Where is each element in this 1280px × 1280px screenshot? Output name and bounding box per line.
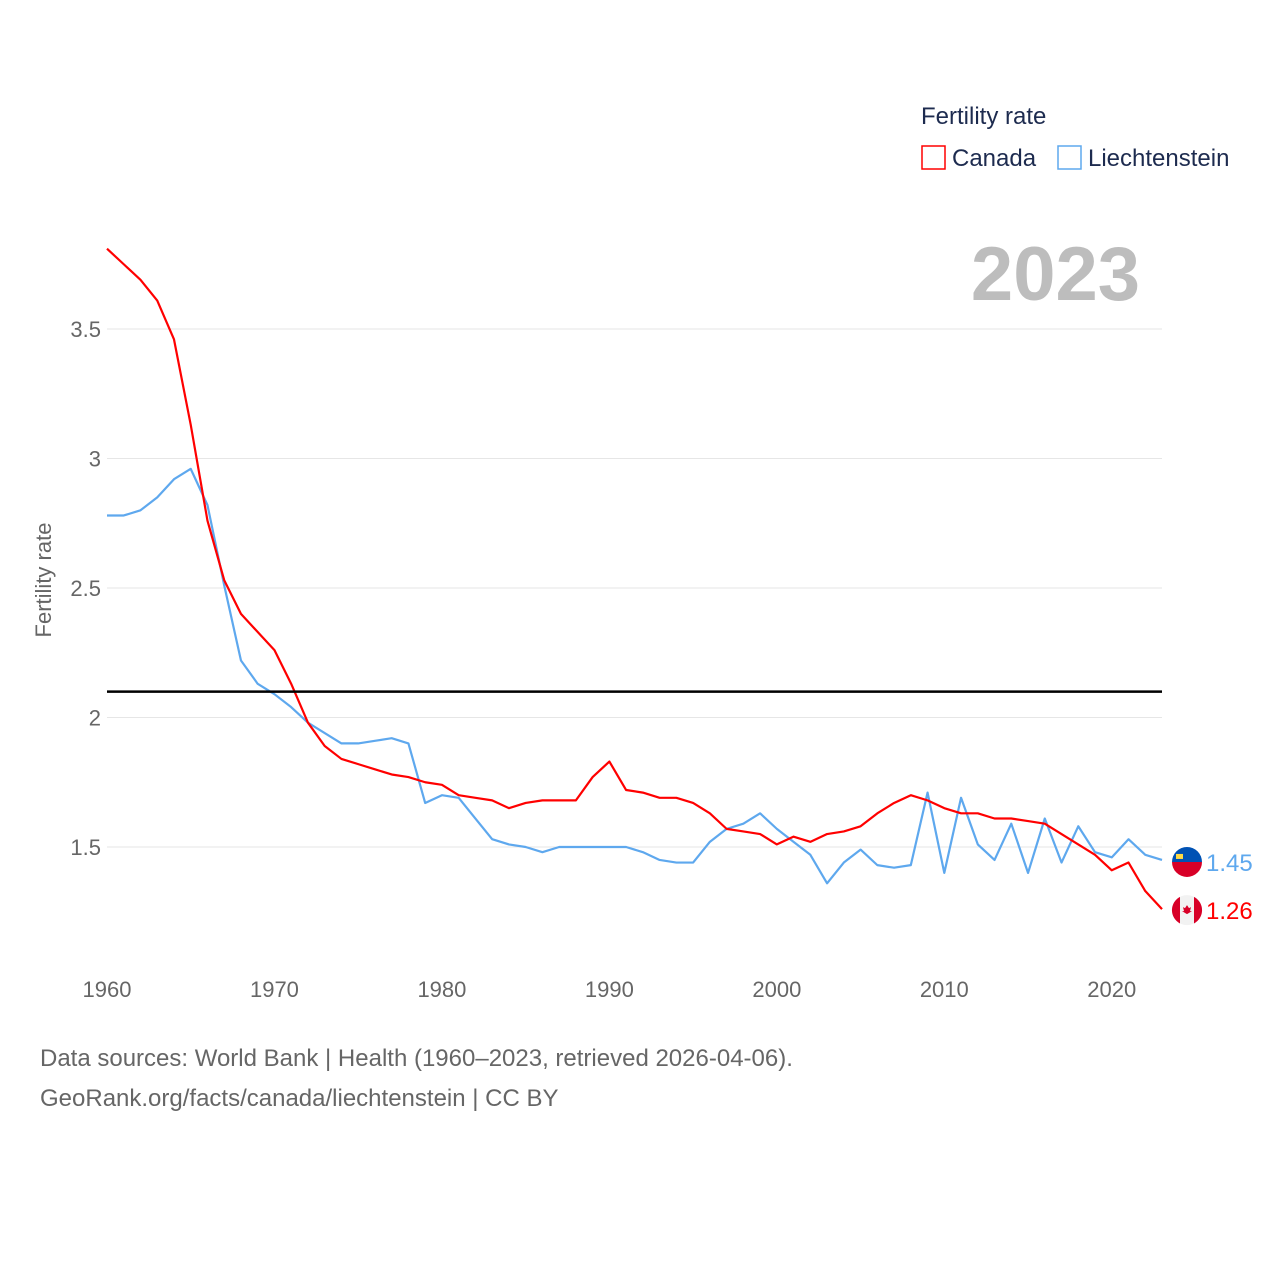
maple-leaf: [1182, 905, 1192, 915]
liechtenstein-flag-icon: [1172, 846, 1202, 877]
y-tick-label: 3: [89, 447, 101, 472]
legend-swatch-liechtenstein: [1057, 145, 1082, 170]
y-tick-label: 2.5: [70, 576, 101, 601]
series-lines: [106, 247, 1163, 910]
canada-flag-icon: [1171, 895, 1203, 926]
x-tick-label: 2000: [752, 977, 801, 1002]
y-tick-label: 1.5: [70, 835, 101, 860]
legend-title: Fertility rate: [921, 103, 1046, 130]
x-tick-label: 1980: [417, 977, 466, 1002]
crown: [1176, 853, 1183, 859]
x-tick-label: 1990: [585, 977, 634, 1002]
x-tick-label: 2020: [1087, 977, 1136, 1002]
gridlines: [107, 328, 1162, 848]
flag-bottom: [1172, 861, 1202, 877]
series-line-liechtenstein: [107, 467, 1163, 885]
x-tick-label: 1970: [250, 977, 299, 1002]
legend-label-canada[interactable]: Canada: [952, 145, 1037, 172]
flag-band: [1171, 896, 1180, 924]
series-line-canada: [106, 247, 1163, 910]
flag-band: [1194, 896, 1203, 924]
y-axis-ticks: 1.5 2 2.5 3 3.5: [70, 317, 101, 860]
end-value-label: 1.45: [1206, 850, 1253, 877]
legend-swatch-canada: [921, 145, 946, 170]
x-axis-ticks: 1960 1970 1980 1990 2000 2010 2020: [83, 977, 1137, 1002]
end-labels: 1.45 1.26: [1171, 846, 1253, 926]
current-year-label: 2023: [971, 232, 1140, 317]
x-tick-label: 2010: [920, 977, 969, 1002]
legend: Fertility rate Canada Liechtenstein: [921, 103, 1229, 172]
y-tick-label: 2: [89, 706, 101, 731]
legend-label-liechtenstein[interactable]: Liechtenstein: [1088, 145, 1229, 172]
y-tick-label: 3.5: [70, 317, 101, 342]
y-axis-label: Fertility rate: [31, 523, 56, 638]
source-line: Data sources: World Bank | Health (1960–…: [40, 1045, 793, 1072]
x-tick-label: 1960: [83, 977, 132, 1002]
attribution-line[interactable]: GeoRank.org/facts/canada/liechtenstein |…: [40, 1085, 559, 1112]
end-value-label: 1.26: [1206, 898, 1253, 925]
